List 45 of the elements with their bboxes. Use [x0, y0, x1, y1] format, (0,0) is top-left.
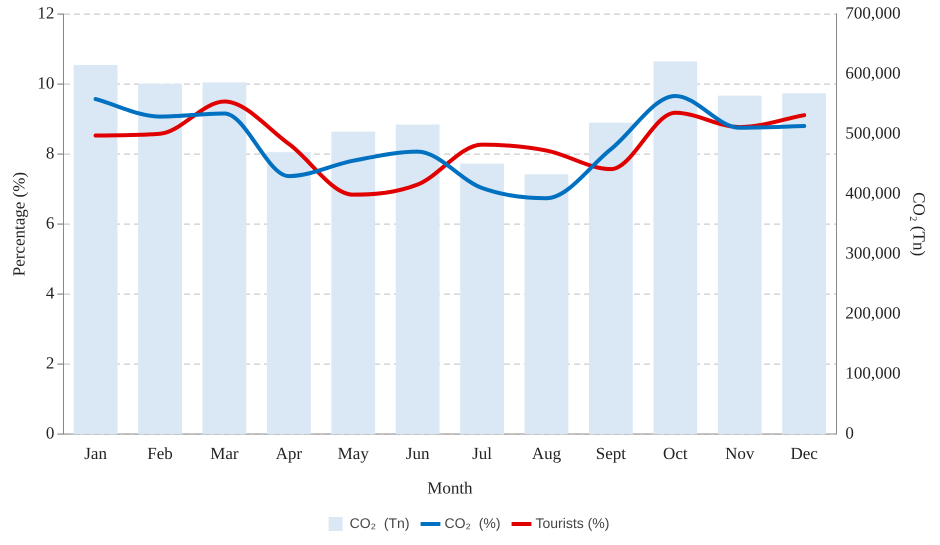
y2-tick-label: 200,000 [845, 304, 901, 323]
y2-tick-label: 700,000 [845, 3, 901, 22]
y-tick-label: 0 [46, 424, 54, 443]
y2-tick-label: 100,000 [845, 364, 901, 383]
x-tick-label: Sept [596, 444, 626, 463]
x-tick-label: May [338, 444, 370, 463]
y-tick-label: 4 [46, 284, 55, 303]
x-tick-label: Jun [406, 444, 430, 463]
y-tick-label: 8 [46, 144, 54, 163]
bar [138, 84, 182, 434]
bar [524, 174, 568, 434]
x-tick-label: Oct [663, 444, 688, 463]
x-tick-label: Jan [84, 444, 108, 463]
bar [782, 93, 826, 434]
bar [718, 96, 762, 434]
x-tick-label: Apr [276, 444, 302, 463]
bar [460, 163, 504, 434]
x-tick-label: Jul [472, 444, 492, 463]
y2-tick-label: 600,000 [845, 63, 901, 82]
bar [266, 152, 311, 434]
x-axis-title: Month [427, 478, 474, 498]
y-axis-title: Percentage (%) [10, 172, 29, 276]
y-tick-label: 6 [46, 214, 54, 233]
x-tick-label: Feb [147, 444, 173, 463]
x-tick-label: Aug [532, 444, 562, 463]
bar [589, 122, 633, 434]
y2-axis-title: CO₂ (Tn) [909, 192, 928, 256]
legend-label: CO₂ (%) [444, 514, 500, 531]
x-tick-label: Dec [790, 444, 818, 463]
bar [202, 82, 246, 434]
bar [653, 61, 698, 434]
bar [331, 132, 376, 434]
legend-label: CO₂ (Tn) [350, 514, 410, 531]
bar [74, 65, 118, 434]
bar [396, 124, 440, 434]
x-tick-label: Nov [725, 444, 755, 463]
y-tick-label: 12 [37, 3, 54, 22]
x-tick-label: Mar [210, 444, 239, 463]
legend-label: Tourists (%) [535, 514, 610, 531]
y-tick-label: 2 [46, 354, 54, 373]
y2-tick-label: 500,000 [845, 124, 901, 143]
y-tick-label: 10 [37, 74, 54, 92]
y2-tick-label: 300,000 [845, 244, 901, 263]
y2-tick-label: 400,000 [845, 184, 901, 203]
y2-tick-label: 0 [845, 424, 854, 443]
